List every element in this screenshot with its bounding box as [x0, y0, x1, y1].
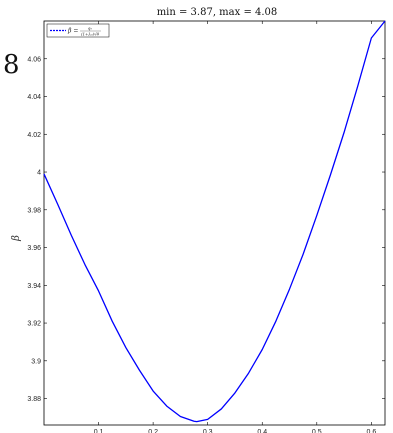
y-tick-label: 3.88	[27, 396, 41, 403]
chart-title: min = 3.87, max = 4.08	[157, 7, 278, 18]
y-axis-ticks: 3.88 3.9 3.92 3.94 3.96 3.98 4 4.02 4.04 4.06	[27, 56, 385, 403]
y-tick-label: 4.06	[27, 56, 41, 63]
x-tick-label: 0.1	[94, 429, 104, 433]
x-tick-label: 0.5	[312, 429, 322, 433]
y-tick-label: 3.9	[31, 358, 41, 365]
series-line	[43, 20, 386, 423]
x-tick-label: 0.4	[257, 429, 267, 433]
y-tick-label: 4	[37, 170, 41, 177]
y-tick-label: 4.04	[27, 94, 41, 101]
x-tick-label: 0.3	[203, 429, 213, 433]
x-axis-ticks: 0.1 0.2 0.3 0.4 0.5 0.6	[94, 21, 376, 433]
y-tick-label: 3.96	[27, 245, 41, 252]
legend-fraction-denominator: (1+λ₀)√θ	[81, 32, 100, 37]
legend-box	[46, 23, 110, 38]
legend-fraction-numerator: q₀	[88, 26, 93, 31]
x-tick-label: 0.2	[148, 429, 158, 433]
side-number-label: 8	[3, 50, 20, 80]
y-tick-label: 3.94	[27, 283, 41, 290]
y-tick-label: 3.98	[27, 207, 41, 214]
y-tick-label: 4.02	[27, 132, 41, 139]
legend-series-name: β =	[67, 28, 78, 35]
y-axis-label: β	[11, 235, 22, 242]
y-tick-label: 3.92	[27, 321, 41, 328]
series-layer	[43, 20, 386, 423]
x-tick-label: 0.6	[366, 429, 376, 433]
plot-area-frame	[43, 20, 386, 426]
legend: β = q₀ (1+λ₀)√θ	[46, 23, 110, 38]
